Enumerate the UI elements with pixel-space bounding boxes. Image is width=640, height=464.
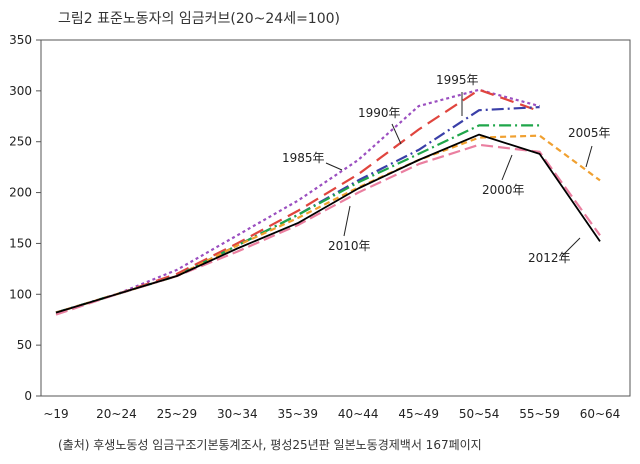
annotation-leader xyxy=(343,205,351,237)
annotation-leader xyxy=(501,154,513,181)
y-tick-label: 250 xyxy=(9,135,32,149)
y-axis: 0 50 100 150 200 250 300 350 xyxy=(9,33,41,403)
series-line-1 xyxy=(55,88,540,314)
y-tick-label: 0 xyxy=(24,389,32,403)
annotation-leader xyxy=(325,162,343,171)
x-tick-label: 25~29 xyxy=(157,407,198,421)
x-tick-label: 35~39 xyxy=(277,407,318,421)
x-tick-label: ~19 xyxy=(43,407,68,421)
series-line-3 xyxy=(55,124,540,314)
series-line-5 xyxy=(55,143,601,316)
x-axis: ~19 20~24 25~29 30~34 35~39 40~44 45~49 50~54 55… xyxy=(43,407,620,421)
x-tick-label: 55~59 xyxy=(519,407,560,421)
annotation-leader xyxy=(561,237,581,257)
annotation-layer: 1985年 1990年 1995年 2000年 2005年 2010年 2012年 xyxy=(282,73,611,265)
annotation-label: 2000年 xyxy=(482,183,525,197)
y-tick-label: 200 xyxy=(9,186,32,200)
series-line-6 xyxy=(55,133,601,314)
y-tick-label: 50 xyxy=(17,338,32,352)
y-tick-label: 350 xyxy=(9,33,32,47)
annotation-label: 1995年 xyxy=(436,73,479,87)
annotation-label: 2010年 xyxy=(328,239,371,253)
series-line-0 xyxy=(55,88,540,314)
annotation-label: 2012年 xyxy=(528,251,571,265)
x-tick-label: 60~64 xyxy=(580,407,621,421)
y-tick-label: 300 xyxy=(9,84,32,98)
y-tick-label: 100 xyxy=(9,287,32,301)
chart-title: 그림2 표준노동자의 임금커브(20~24세=100) xyxy=(58,11,340,27)
chart-source: (출처) 후생노동성 임금구조기본통계조사, 평성25년판 일본노동경제백서 1… xyxy=(58,438,482,452)
annotation-leader xyxy=(585,145,593,168)
annotation-label: 2005年 xyxy=(568,126,611,140)
annotation-leader xyxy=(391,123,402,145)
series-layer xyxy=(55,88,601,316)
y-tick-label: 150 xyxy=(9,236,32,250)
x-tick-label: 45~49 xyxy=(398,407,439,421)
x-tick-label: 50~54 xyxy=(459,407,500,421)
x-tick-label: 30~34 xyxy=(217,407,258,421)
x-tick-label: 20~24 xyxy=(96,407,137,421)
annotation-label: 1990年 xyxy=(358,106,401,120)
x-tick-label: 40~44 xyxy=(338,407,379,421)
annotation-label: 1985年 xyxy=(282,151,325,165)
series-line-2 xyxy=(55,106,540,314)
plot-area xyxy=(40,39,631,397)
